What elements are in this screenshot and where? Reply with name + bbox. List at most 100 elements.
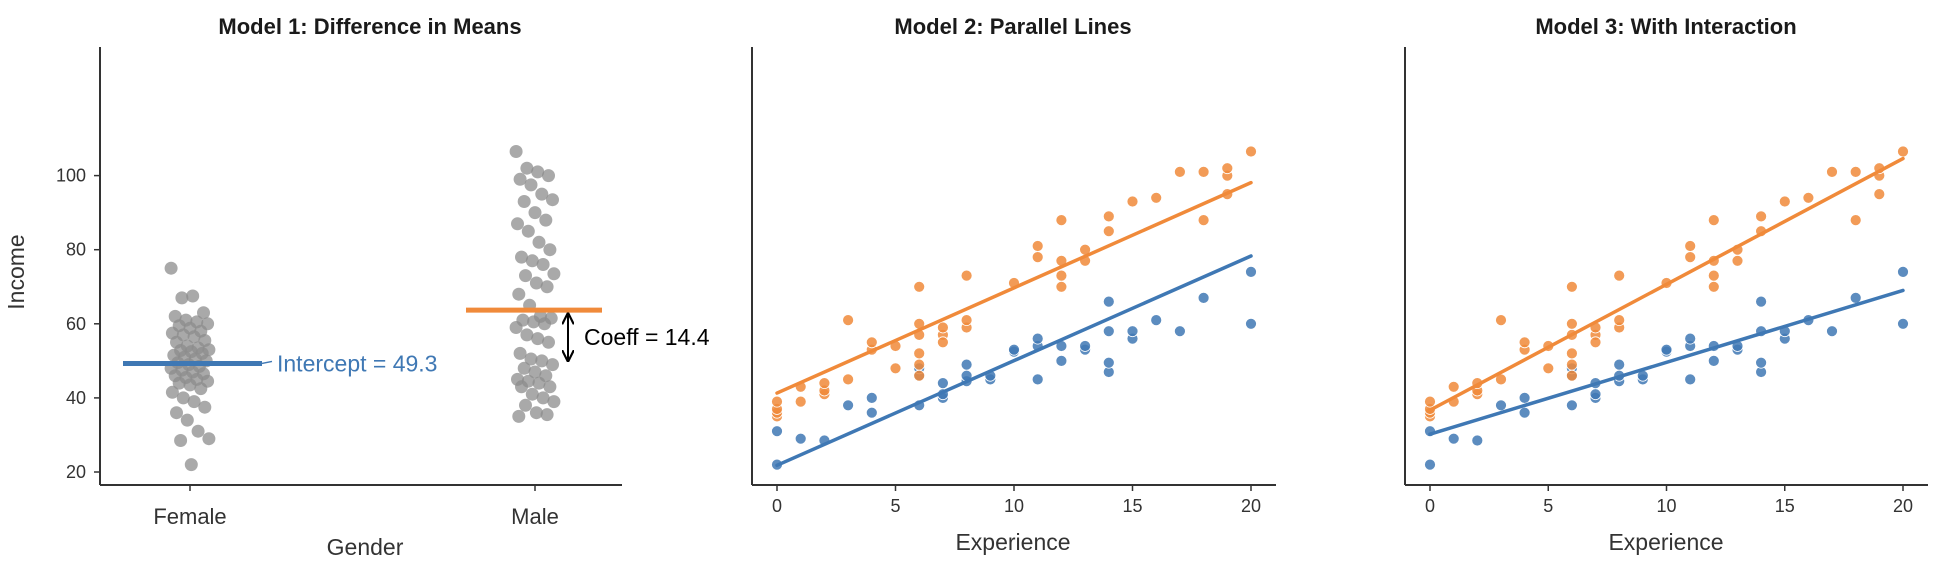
point-male [1613,269,1626,282]
panel-1-x-tick-label: Male [511,504,559,529]
strip-point-male [520,161,534,175]
strip-point-male [525,254,539,268]
strip-point-female [165,385,179,399]
strip-point-male [529,276,543,290]
strip-point-male [543,243,557,257]
point-female [1826,325,1838,338]
point-female [1471,434,1484,447]
point-male [1174,165,1186,178]
point-male [1031,240,1044,252]
panel-3-x-tick-label: 15 [1775,496,1795,516]
point-female [1197,291,1210,304]
fit-line-male [775,180,1253,395]
point-male [1613,314,1626,327]
strip-point-female [174,434,188,447]
point-female [794,432,807,445]
point-male [913,358,926,371]
panel-1-y-tick-label: 60 [66,314,86,334]
strip-point-male [547,267,561,281]
strip-point-female [198,400,212,414]
point-male [1518,336,1531,349]
point-male [1102,210,1115,223]
panel-2-fit-lines [775,180,1253,468]
point-male [1566,358,1578,371]
panel-3-fit-lines [1428,156,1905,436]
point-female [1660,343,1673,356]
strip-point-male [512,287,526,301]
point-female [1707,354,1720,367]
point-male [1566,280,1578,293]
strip-point-male [515,250,528,264]
point-male [1707,214,1720,227]
strip-point-male [543,380,557,394]
panel-1-y-tick-label: 80 [66,240,86,260]
strip-point-male [542,335,555,349]
panel-3-axes: 0 5 10 15 20 [1404,47,1928,516]
point-female [1755,295,1767,308]
point-female [1150,314,1163,327]
point-female [1126,325,1139,338]
strip-point-male [540,408,554,422]
point-male [1447,380,1460,393]
strip-point-male [538,317,551,331]
strip-point-male [546,193,559,207]
point-female [937,377,949,390]
point-male [1566,369,1578,382]
strip-point-male [527,315,541,329]
point-male [1055,280,1068,293]
panel-1-x-tick-label: Female [153,504,226,529]
panel-1-x-axis-label: Gender [327,534,404,560]
panel-3-x-tick-label: 0 [1425,496,1435,516]
panel-2-x-axis-label: Experience [955,529,1070,555]
point-female [1684,373,1697,386]
point-female [1031,373,1044,386]
strip-point-female [180,413,194,427]
strip-point-male [524,178,538,192]
strip-point-male [540,280,554,294]
strip-point-male [517,195,531,208]
point-male [842,373,854,386]
panel-model-2: Model 2: Parallel Lines 0 5 10 15 20 Experie… [751,14,1276,555]
point-male [1221,162,1234,175]
point-female [1102,295,1115,308]
strip-point-female [175,291,189,305]
panel-2-axes: 0 5 10 15 20 [751,47,1276,516]
strip-point-female [172,376,186,390]
panel-3-x-tick-label: 10 [1656,496,1676,516]
strip-point-female [186,289,200,303]
strip-point-male [542,169,555,183]
point-male [960,269,973,282]
strip-point-male [519,398,532,412]
point-male [865,336,878,349]
panel-model-3: Model 3: With Interaction 0 5 10 15 20 Exper… [1404,14,1928,555]
strip-point-male [517,361,531,375]
panel-2-points [771,145,1257,471]
panel-2-x-tick-label: 0 [772,496,782,516]
strip-point-female [187,330,201,344]
point-female [1008,343,1020,356]
point-female [1589,388,1602,401]
strip-point-male [519,269,532,283]
strip-point-female [184,458,198,472]
point-male [960,314,973,327]
point-female [1055,354,1068,367]
point-female [1897,317,1909,330]
panel-3-x-axis-label: Experience [1608,529,1723,555]
point-male [937,321,949,334]
point-female [771,425,783,438]
point-male [1707,269,1720,282]
strip-point-male [511,217,524,231]
point-male [1849,165,1862,178]
strip-point-male [509,145,523,158]
panel-2-x-tick-label: 20 [1241,496,1261,516]
strip-point-female [191,424,205,438]
strip-point-male [509,321,523,334]
strip-point-female [187,395,201,409]
point-male [1897,145,1909,158]
point-male [1197,165,1210,178]
point-male [1150,191,1163,204]
point-male [842,314,854,327]
point-male [1873,188,1886,201]
panel-1-annotations: Intercept = 49.3 Coeff = 14.4 [261,315,710,376]
panel-3-x-tick-label: 5 [1543,496,1553,516]
